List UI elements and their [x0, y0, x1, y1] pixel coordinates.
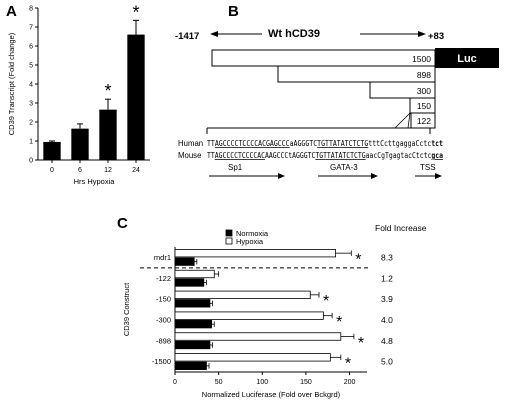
- legend-swatch-hypoxia: [225, 237, 233, 245]
- x-tick-label: 50: [215, 379, 223, 386]
- construct-label-898: 898: [417, 70, 431, 80]
- bar-normoxia: [174, 299, 211, 308]
- fold-increase-value: 4.0: [381, 315, 393, 325]
- seq-human: TTAGCCCCTCCCCACGAGCCCaAGGGTCTGTTATATCTCT…: [207, 139, 443, 148]
- construct-box-1500: [211, 49, 436, 67]
- significance-star: *: [104, 81, 111, 101]
- y-tick-label: 4: [29, 82, 33, 89]
- bar-hypoxia: [174, 290, 311, 299]
- significance-star: *: [345, 356, 351, 373]
- bar-normoxia: [174, 257, 195, 266]
- y-tick-label: 5: [29, 63, 33, 70]
- x-tick-label: 24: [132, 167, 140, 174]
- luciferase-label: Luc: [457, 53, 477, 65]
- panel-b-label: B: [228, 3, 239, 20]
- bar-normoxia: [174, 340, 211, 350]
- y-tick-label: 3: [29, 101, 33, 108]
- legend-label-normoxia: Normoxia: [236, 229, 269, 238]
- construct-box-300: [369, 81, 436, 99]
- x-tick-label: 100: [256, 379, 268, 386]
- panel-c-label: C: [117, 215, 128, 232]
- bar-normoxia: [174, 361, 207, 370]
- fold-increase-header: Fold Increase: [375, 223, 427, 233]
- bar-normoxia: [174, 278, 205, 287]
- left-arrowhead: [210, 31, 218, 37]
- y-tick-label: 8: [29, 6, 33, 13]
- right-coordinate: +83: [428, 31, 444, 42]
- zoom-line-right: [407, 112, 411, 129]
- right-arrowhead: [418, 31, 426, 37]
- y-tick-label: 1: [29, 139, 33, 146]
- y-tick-label: 7: [29, 25, 33, 32]
- x-tick-label: 12: [104, 167, 112, 174]
- category-label: -122: [156, 274, 171, 283]
- diagram-title: Wt hCD39: [268, 28, 320, 40]
- bar: [127, 34, 145, 160]
- legend-swatch-normoxia: [225, 229, 233, 237]
- construct-label-122: 122: [417, 116, 431, 126]
- significance-star: *: [336, 314, 342, 331]
- bar-hypoxia: [174, 353, 331, 362]
- category-label: -898: [156, 336, 171, 345]
- bar-hypoxia: [174, 249, 336, 258]
- motif-gata3-arrowhead: [371, 173, 378, 179]
- y-axis-title: CD39 Transcript (Fold change): [7, 32, 16, 135]
- bar-hypoxia: [174, 269, 215, 279]
- x-axis-title: Normalized Luciferase (Fold over Bckgrd): [202, 390, 341, 399]
- bar: [43, 141, 61, 160]
- motif-tss-label: TSS: [420, 163, 436, 172]
- fold-increase-value: 8.3: [381, 252, 393, 262]
- zoom-line-left: [394, 112, 411, 129]
- x-tick-label: 6: [78, 167, 82, 174]
- y-tick-label: 2: [29, 120, 33, 127]
- seq-human-label: Human: [178, 139, 203, 148]
- bar-hypoxia: [174, 311, 324, 320]
- fold-increase-value: 5.0: [381, 357, 393, 367]
- motif-sp1-arrowhead: [278, 173, 285, 179]
- category-label: -150: [156, 295, 171, 304]
- x-tick-label: 200: [344, 379, 356, 386]
- legend-label-hypoxia: Hypoxia: [236, 237, 264, 246]
- significance-star: *: [323, 293, 329, 310]
- motif-sp1-label: Sp1: [228, 163, 243, 172]
- luciferase-box: [435, 48, 499, 68]
- seq-mouse: TTAGCCCCTCCCCACAAGCCCtAGGGTCTGTTATATCTCT…: [207, 151, 443, 160]
- construct-box-898: [277, 65, 436, 83]
- x-tick-label: 150: [300, 379, 312, 386]
- y-tick-label: 6: [29, 44, 33, 51]
- x-tick-label: 0: [50, 167, 54, 174]
- bar: [99, 109, 117, 160]
- bar-normoxia: [174, 320, 213, 329]
- bar-hypoxia: [174, 332, 342, 341]
- construct-label-150: 150: [417, 101, 431, 111]
- significance-star: *: [358, 335, 364, 352]
- y-axis-title: CD39 Construct: [122, 282, 131, 336]
- category-label: -300: [156, 315, 171, 324]
- fold-increase-value: 1.2: [381, 273, 393, 283]
- significance-star: *: [355, 251, 361, 268]
- x-tick-label: 0: [173, 379, 177, 386]
- construct-label-1500: 1500: [412, 54, 431, 64]
- fold-increase-value: 4.8: [381, 336, 393, 346]
- panel-a-label: A: [6, 3, 17, 20]
- bar: [71, 128, 89, 160]
- y-tick-label: 0: [29, 158, 33, 165]
- motif-tss-arrowhead: [435, 173, 442, 179]
- x-axis-title: Hrs Hypoxia: [74, 177, 116, 186]
- fold-increase-value: 3.9: [381, 294, 393, 304]
- construct-label-300: 300: [417, 86, 431, 96]
- left-coordinate: -1417: [175, 31, 199, 42]
- motif-gata3-label: GATA-3: [330, 163, 358, 172]
- category-label: -1500: [152, 357, 171, 366]
- promoter-diagram: -1417 Wt hCD39 +83 1500 Luc 898 300 150 …: [175, 28, 499, 179]
- category-label: mdr1: [154, 253, 171, 262]
- significance-star: *: [132, 2, 139, 22]
- seq-mouse-label: Mouse: [178, 151, 201, 160]
